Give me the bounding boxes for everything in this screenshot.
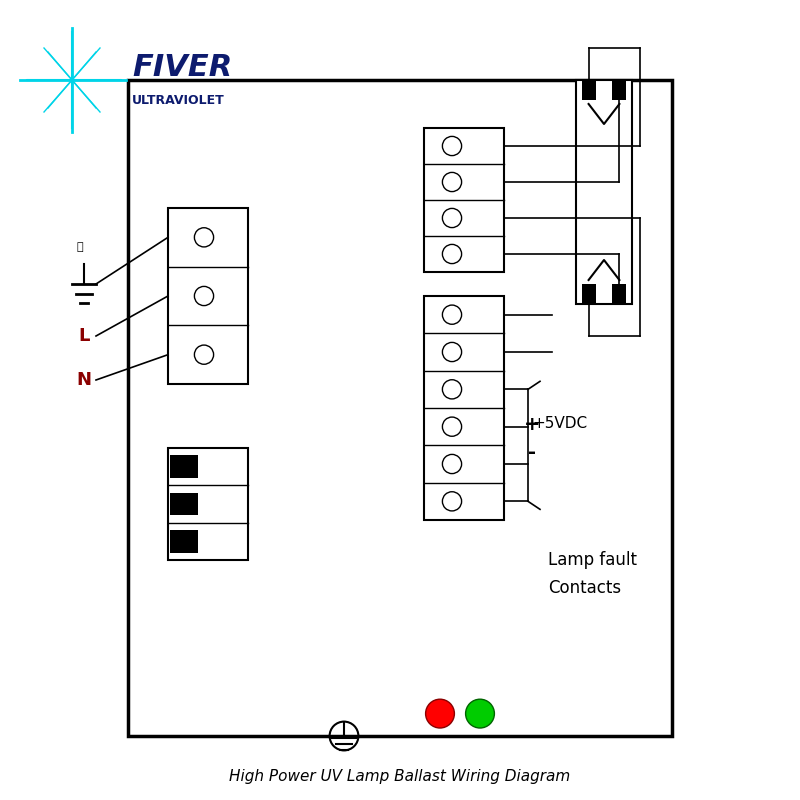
Text: -: - bbox=[528, 442, 536, 462]
Text: Contacts: Contacts bbox=[548, 579, 621, 597]
Text: Lamp fault: Lamp fault bbox=[548, 551, 637, 569]
Bar bbox=[582, 284, 595, 304]
Text: ULTRAVIOLET: ULTRAVIOLET bbox=[132, 94, 225, 106]
Circle shape bbox=[426, 699, 454, 728]
Bar bbox=[613, 80, 626, 100]
Text: FIVER: FIVER bbox=[132, 54, 232, 82]
Circle shape bbox=[466, 699, 494, 728]
Text: +5VDC: +5VDC bbox=[532, 417, 587, 431]
Bar bbox=[168, 448, 248, 560]
Text: +: + bbox=[524, 414, 541, 434]
Bar bbox=[613, 284, 626, 304]
Text: High Power UV Lamp Ballast Wiring Diagram: High Power UV Lamp Ballast Wiring Diagra… bbox=[230, 769, 570, 784]
Bar bbox=[170, 530, 198, 553]
Text: ⏚: ⏚ bbox=[77, 242, 83, 252]
Bar bbox=[424, 296, 504, 520]
Bar bbox=[582, 80, 595, 100]
Bar bbox=[168, 208, 248, 384]
Bar bbox=[424, 128, 504, 272]
Bar bbox=[576, 80, 632, 304]
Bar bbox=[170, 455, 198, 478]
Text: L: L bbox=[78, 327, 90, 345]
Text: N: N bbox=[77, 371, 91, 389]
Bar bbox=[128, 80, 672, 736]
Bar bbox=[170, 493, 198, 515]
